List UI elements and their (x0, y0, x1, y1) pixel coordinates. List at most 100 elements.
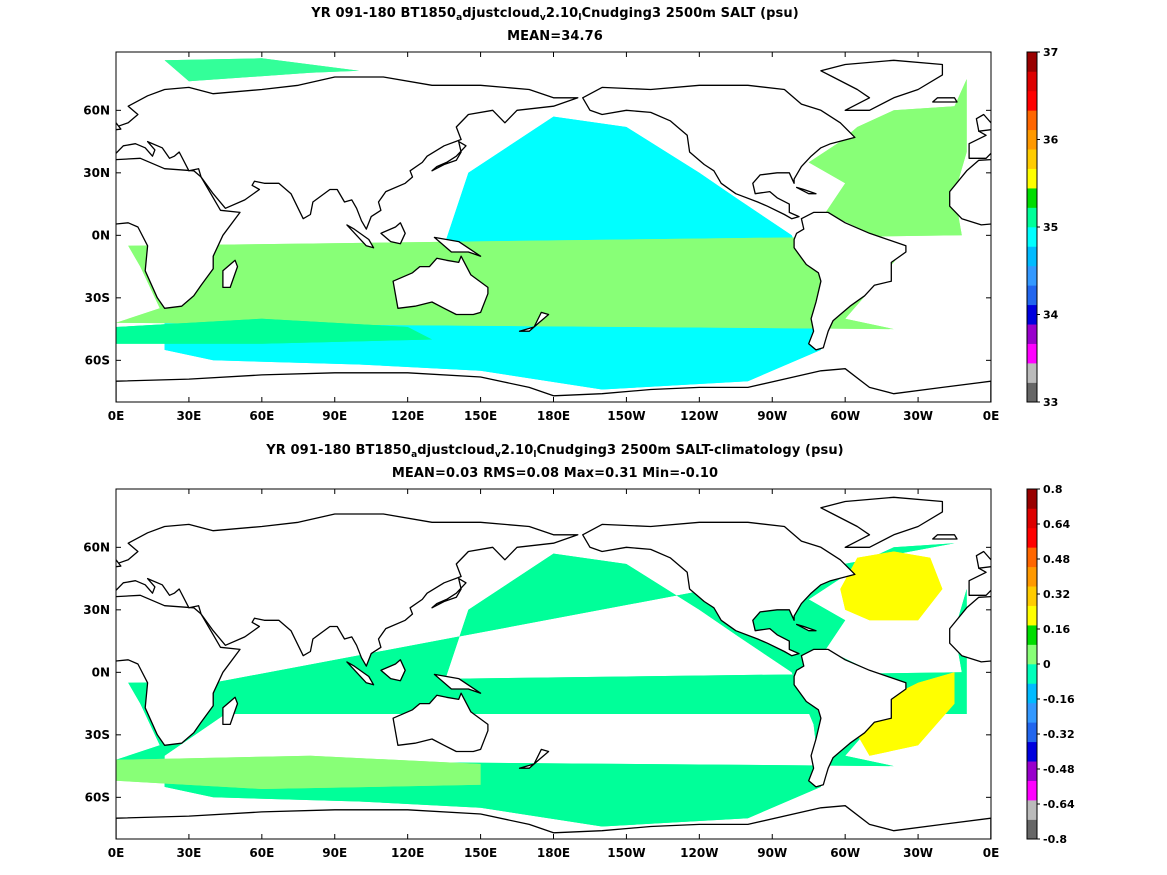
colorbar-label: 34 (1043, 309, 1059, 322)
land-sumatra (346, 661, 375, 686)
x-tick-label: 150W (607, 409, 645, 423)
colorbar-segment (1027, 343, 1037, 364)
land-greenland (820, 59, 944, 111)
land-uk (975, 113, 991, 132)
colorbar-label: 33 (1043, 396, 1058, 409)
colorbar: 37 36 35 34 33 (1026, 46, 1059, 409)
x-tick-label: 0E (983, 846, 1000, 860)
y-tick-label: 0N (92, 665, 110, 679)
land-caribbean (795, 623, 817, 632)
colorbar-segment (1027, 246, 1037, 267)
land-southAmerica (0, 212, 31, 350)
colorbar: 0.8 0.64 0.48 0.32 0.16 0 -0.16 -0.32 -0.48 -0.64… (1026, 483, 1075, 846)
land-newZealand (518, 748, 550, 769)
colorbar-segment (1027, 265, 1037, 286)
land-antarctica (990, 380, 991, 402)
x-tick-label: 120W (680, 409, 718, 423)
colorbar-segment (1027, 149, 1037, 169)
x-tick-label: 0E (108, 846, 125, 860)
land-southAmerica (793, 211, 907, 351)
land-iceland (58, 535, 82, 539)
x-tick-label: 150E (464, 409, 497, 423)
land-caribbean (795, 186, 817, 195)
colorbar-label: 0.8 (1043, 483, 1063, 496)
x-tick-label: 0E (108, 409, 125, 423)
colorbar-segment (1027, 489, 1037, 509)
x-tick-label: 60E (249, 409, 274, 423)
colorbar-label: 0.64 (1043, 518, 1070, 531)
land-eurasia (116, 76, 579, 230)
land-australia (392, 255, 489, 316)
top-chart-title: YR 091-180 BT1850adjustcloudv2.10lCnudgi… (311, 6, 799, 23)
colorbar-label: -0.48 (1043, 763, 1075, 776)
ocean-north-atlantic (840, 551, 943, 621)
colorbar-label: -0.8 (1043, 833, 1067, 846)
land-sumatra (346, 224, 375, 249)
map-panel-salinity: 0E 30E 60E 90E 120E 150E 180E 150W 120W 90W 60W 30W… (0, 46, 1059, 423)
land-antarctica (990, 817, 991, 839)
land-iceland (58, 98, 82, 102)
land-africa (949, 158, 991, 226)
x-tick-label: 90E (322, 846, 347, 860)
colorbar-segment (1027, 800, 1037, 820)
x-tick-label: 90E (322, 409, 347, 423)
colorbar-label: 35 (1043, 221, 1058, 234)
x-tick-label: 30E (176, 846, 201, 860)
colorbar-segment (1027, 527, 1037, 548)
land-japan (431, 577, 467, 609)
land-japan (431, 140, 467, 172)
land-australia (392, 692, 489, 753)
colorbar-segment (1027, 664, 1037, 684)
land-africa (949, 595, 991, 663)
land-newGuinea (433, 236, 482, 257)
land-greenland (0, 497, 67, 547)
colorbar-segment (1027, 566, 1037, 587)
land-southAmerica (0, 649, 31, 787)
y-tick-label: 60N (83, 540, 110, 554)
colorbar-segment (1027, 207, 1037, 228)
land-eurasia (968, 126, 991, 159)
colorbar-segment (1027, 819, 1037, 840)
map-area (0, 489, 991, 839)
colorbar-segment (1027, 227, 1037, 247)
y-tick-label: 60S (85, 790, 110, 804)
colorbar-segment (1027, 71, 1037, 92)
land-uk (116, 121, 122, 131)
land-northAmerica (582, 84, 856, 220)
colorbar-label: -0.64 (1043, 798, 1075, 811)
x-tick-label: 90W (757, 409, 787, 423)
land-madagascar (222, 696, 239, 726)
x-tick-label: 180E (537, 846, 570, 860)
colorbar-segment (1027, 110, 1037, 131)
land-borneo (380, 222, 406, 245)
x-tick-label: 120W (680, 846, 718, 860)
colorbar-segment (1027, 52, 1037, 72)
land-antarctica (116, 817, 117, 839)
x-tick-label: 30E (176, 409, 201, 423)
colorbar-segment (1027, 644, 1037, 665)
x-tick-label: 60W (830, 409, 860, 423)
x-tick-label: 90W (757, 846, 787, 860)
land-southAmerica (793, 648, 907, 788)
top-chart-subtitle: MEAN=34.76 (507, 29, 603, 44)
colorbar-segment (1027, 547, 1037, 568)
colorbar-segment (1027, 761, 1037, 781)
land-eurasia (968, 563, 991, 596)
y-tick-label: 60N (83, 103, 110, 117)
land-borneo (380, 659, 406, 682)
y-tick-label: 0N (92, 228, 110, 242)
land-africa (116, 594, 241, 746)
colorbar-segment (1027, 90, 1037, 111)
colorbar-segment (1027, 304, 1037, 325)
colorbar-label: 0 (1043, 658, 1051, 671)
ocean-atlantic (116, 79, 967, 330)
land-africa (116, 157, 241, 309)
land-antarctica (116, 380, 117, 402)
colorbar-segment (1027, 702, 1037, 723)
colorbar-segment (1027, 605, 1037, 626)
land-greenland (820, 496, 944, 548)
land-greenland (0, 60, 67, 110)
land-newZealand (518, 311, 550, 332)
colorbar-label: 0.16 (1043, 623, 1070, 636)
